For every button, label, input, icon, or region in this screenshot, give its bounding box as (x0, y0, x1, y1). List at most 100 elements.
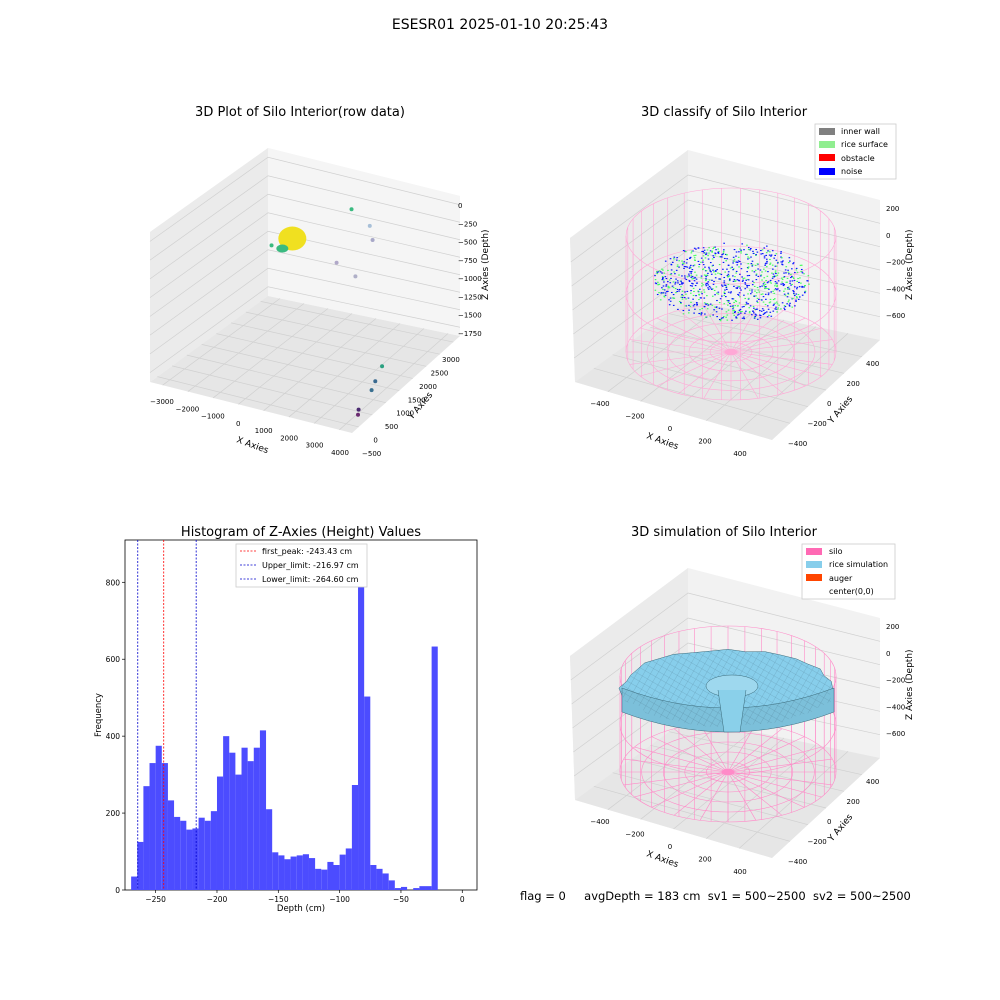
wire-line (634, 771, 729, 798)
class-point (775, 275, 777, 277)
class-point (695, 274, 698, 276)
class-point (705, 279, 707, 281)
class-point (795, 293, 798, 295)
class-point (709, 287, 712, 289)
scatter-point-cluster (278, 226, 307, 251)
class-point (760, 274, 763, 276)
class-point (748, 284, 750, 287)
class-point (756, 286, 759, 289)
class-point (685, 262, 688, 264)
class-point (787, 301, 790, 303)
wire-line (727, 771, 822, 798)
histogram-bar (370, 865, 377, 890)
class-point (754, 264, 757, 266)
class-point (714, 270, 717, 272)
class-point (727, 283, 730, 286)
class-point (719, 278, 721, 280)
x-tick-label: −1000 (201, 413, 225, 421)
class-point (746, 278, 749, 281)
class-point (676, 259, 678, 261)
class-point (665, 284, 668, 286)
class-point (727, 271, 730, 273)
class-point (727, 291, 730, 293)
histogram-bar (223, 736, 230, 890)
class-point (763, 255, 766, 257)
class-point (682, 313, 685, 315)
class-point (737, 293, 739, 296)
class-point (801, 272, 804, 274)
class-point (764, 312, 767, 314)
class-point (694, 308, 696, 310)
class-point (743, 294, 745, 296)
class-point (757, 289, 760, 291)
x-tick-label: 0 (236, 420, 240, 428)
wire-ring (706, 761, 750, 783)
class-point (680, 286, 682, 288)
class-point (700, 275, 703, 277)
class-point (711, 279, 713, 281)
class-point (733, 301, 735, 304)
class-point (747, 258, 749, 260)
class-point (738, 292, 741, 294)
class-point (766, 260, 768, 262)
class-point (751, 291, 753, 293)
x-tick-label: 400 (733, 450, 746, 458)
class-point (756, 300, 758, 302)
class-point (720, 317, 723, 319)
class-point (726, 268, 728, 270)
class-point (733, 249, 736, 251)
class-point (780, 283, 782, 285)
class-point (698, 263, 701, 265)
class-point (697, 290, 699, 292)
class-point (712, 283, 715, 285)
class-point (739, 248, 741, 250)
wire-line (727, 736, 805, 773)
wire-line (727, 723, 757, 773)
class-point (715, 286, 718, 288)
x-tick-label: 4000 (331, 449, 349, 457)
class-point (734, 305, 737, 307)
class-point (668, 299, 670, 301)
class-point (671, 285, 674, 287)
class-point (701, 250, 703, 253)
class-point (788, 305, 791, 307)
grid-line (149, 286, 461, 373)
wire-line (730, 351, 784, 394)
class-point (705, 253, 707, 256)
class-point (751, 260, 754, 262)
class-point (751, 264, 754, 266)
class-point (760, 249, 762, 252)
class-point (721, 295, 723, 297)
wire-center (721, 768, 735, 776)
class-point (676, 257, 678, 259)
y-tick-label: 1500 (408, 396, 426, 404)
class-point (765, 252, 768, 254)
class-point (718, 302, 721, 304)
class-point (788, 257, 791, 259)
class-point (724, 289, 726, 291)
class-point (662, 285, 665, 287)
class-point (703, 297, 706, 299)
class-point (701, 293, 703, 295)
class-point (774, 271, 777, 273)
x-tick-label: −50 (393, 895, 409, 904)
class-point (783, 284, 786, 286)
class-point (775, 289, 778, 291)
classify-title: 3D classify of Silo Interior (641, 105, 808, 120)
class-point (769, 279, 772, 281)
class-point (670, 269, 673, 271)
scatter-point (356, 412, 361, 417)
class-point (713, 289, 716, 292)
class-point (715, 306, 718, 308)
class-point (783, 307, 786, 309)
class-point (685, 293, 687, 295)
class-point (801, 285, 803, 287)
class-point (721, 285, 724, 287)
histogram-bar (296, 855, 303, 890)
class-point (658, 270, 661, 272)
class-point (784, 306, 787, 308)
class-point (732, 310, 734, 312)
wire-line (727, 771, 805, 808)
class-point (686, 266, 689, 268)
grid-line (157, 376, 359, 428)
